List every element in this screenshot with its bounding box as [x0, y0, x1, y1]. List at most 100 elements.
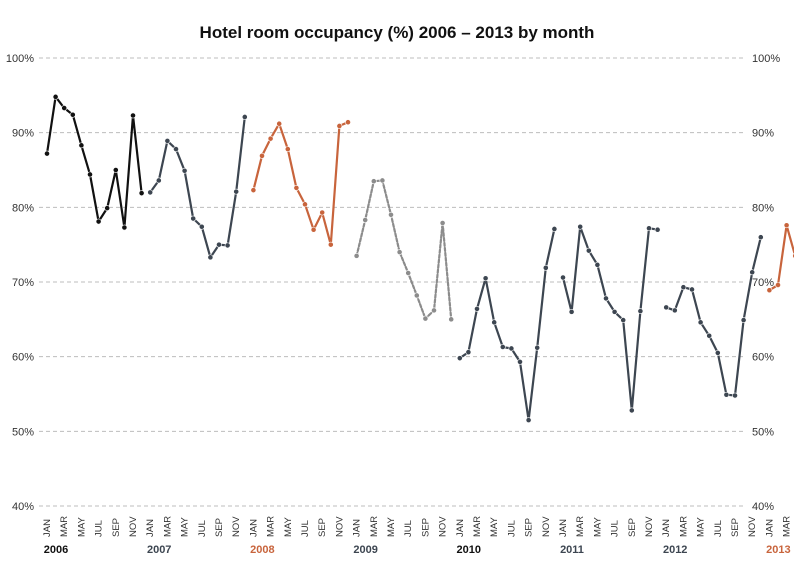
point-2009-8: [413, 292, 420, 299]
x-tick-label: JAN: [661, 519, 672, 537]
point-2011-10: [637, 308, 644, 315]
point-2009-12: [448, 316, 455, 323]
x-tick-label: NOV: [128, 516, 139, 537]
series-line-2012: [665, 236, 762, 397]
x-axis-ticks: JAN MAR MAY JUL SEP NOV JAN MAR MAY JUL SEP NOV JAN M…: [42, 516, 793, 537]
point-2013-1: [766, 287, 773, 294]
series-lines: [45, 95, 794, 422]
point-2011-3: [577, 223, 584, 230]
point-2012-11: [749, 269, 756, 276]
x-tick-label: JAN: [248, 519, 259, 537]
x-tick-label: SEP: [524, 518, 535, 537]
series-line-2007: [149, 115, 246, 259]
year-label-2012: 2012: [663, 544, 687, 556]
x-tick-label: MAY: [283, 516, 294, 537]
x-tick-label: MAR: [575, 516, 586, 537]
y-tick-left-60: 60%: [12, 352, 34, 364]
point-2008-12: [345, 119, 351, 126]
y-tick-right-60: 60%: [752, 352, 774, 364]
x-tick-label: SEP: [214, 518, 225, 537]
point-2006-2: [52, 93, 59, 100]
year-label-2009: 2009: [353, 544, 377, 556]
point-2010-1: [456, 355, 463, 362]
x-tick-label: MAY: [592, 516, 603, 537]
x-tick-label: JUL: [506, 520, 517, 537]
y-tick-left-80: 80%: [12, 202, 34, 214]
x-tick-label: JUL: [197, 520, 208, 537]
point-2009-7: [405, 270, 412, 276]
year-label-2007: 2007: [147, 544, 171, 556]
point-2007-12: [241, 114, 248, 120]
point-2008-3: [267, 135, 274, 142]
point-2010-11: [542, 264, 549, 271]
year-label-2008: 2008: [250, 544, 274, 556]
y-tick-right-100: 100%: [752, 53, 780, 65]
x-tick-label: JUL: [610, 520, 621, 537]
point-2006-1: [44, 150, 50, 157]
point-2007-2: [155, 177, 162, 184]
gridlines: [39, 57, 745, 507]
point-2009-1: [353, 252, 360, 259]
year-label-2006: 2006: [44, 544, 68, 556]
point-2008-10: [327, 241, 334, 248]
x-tick-label: SEP: [627, 518, 638, 537]
point-2011-9: [628, 407, 635, 414]
point-2006-8: [104, 205, 111, 211]
chart-title: Hotel room occupancy (%) 2006 – 2013 by …: [200, 23, 595, 42]
point-2011-7: [611, 308, 618, 315]
point-2011-6: [603, 295, 609, 302]
series-line-2008: [252, 121, 350, 246]
y-tick-right-90: 90%: [752, 128, 774, 140]
point-2009-11: [439, 220, 446, 226]
point-2010-3: [474, 305, 480, 312]
point-2012-10: [740, 317, 747, 323]
point-2008-9: [319, 209, 326, 216]
x-tick-label: MAR: [162, 516, 173, 537]
y-tick-left-50: 50%: [12, 426, 34, 438]
y-tick-right-80: 80%: [752, 202, 774, 214]
point-2012-6: [706, 332, 713, 339]
y-axis-ticks: 40% 40% 50% 50% 60% 60% 70% 70% 80% 80% 90% 90% 100%…: [6, 53, 780, 513]
x-tick-label: JUL: [403, 520, 414, 537]
point-2007-8: [207, 254, 214, 261]
point-2009-4: [379, 177, 386, 184]
x-tick-label: MAY: [489, 516, 500, 537]
x-tick-label: NOV: [438, 516, 449, 537]
y-tick-left-40: 40%: [12, 501, 34, 513]
point-2008-11: [336, 123, 343, 129]
x-tick-label: MAY: [696, 516, 707, 537]
point-2008-5: [284, 146, 291, 152]
point-2009-3: [370, 178, 377, 185]
point-2010-2: [465, 349, 472, 356]
x-tick-label: NOV: [334, 516, 345, 537]
point-2012-8: [723, 391, 730, 398]
point-2008-8: [310, 226, 317, 233]
x-tick-label: JAN: [455, 519, 466, 537]
point-2010-4: [482, 275, 489, 282]
point-2007-11: [233, 188, 240, 195]
point-2009-6: [396, 249, 403, 256]
point-2009-10: [431, 307, 437, 314]
x-tick-label: JAN: [352, 519, 363, 537]
year-label-2013: 2013: [766, 544, 790, 556]
x-tick-label: MAR: [472, 516, 483, 537]
point-2012-2: [671, 307, 678, 314]
x-tick-label: SEP: [317, 518, 328, 537]
series-line-2006: [45, 95, 143, 229]
point-2009-5: [388, 211, 394, 218]
point-2009-2: [362, 217, 369, 223]
point-2006-7: [95, 218, 102, 225]
x-tick-label: MAR: [678, 516, 689, 537]
point-2008-4: [276, 120, 283, 127]
x-tick-label: SEP: [420, 518, 431, 537]
point-2012-7: [714, 350, 721, 356]
point-2011-11: [646, 225, 652, 232]
point-2011-8: [620, 317, 627, 323]
y-tick-left-90: 90%: [12, 128, 34, 140]
x-tick-label: SEP: [730, 518, 741, 537]
point-2007-1: [147, 189, 154, 196]
x-tick-label: MAR: [266, 516, 277, 537]
point-2010-5: [491, 319, 498, 326]
x-tick-label: NOV: [644, 516, 655, 537]
x-tick-label: JUL: [713, 520, 724, 537]
